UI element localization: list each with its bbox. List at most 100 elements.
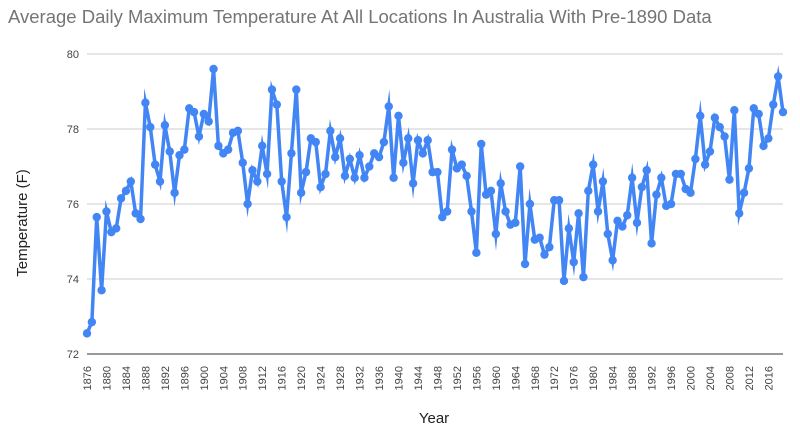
data-point [408, 179, 418, 188]
data-point [92, 212, 101, 222]
data-point [715, 122, 724, 132]
data-point [102, 207, 111, 216]
data-point [613, 216, 622, 226]
data-point [773, 72, 783, 81]
data-point [87, 317, 97, 327]
chart-title: Average Daily Maximum Temperature At All… [8, 6, 712, 27]
data-point [423, 136, 432, 145]
data-point [676, 169, 685, 179]
data-point [258, 141, 267, 151]
data-point [457, 160, 466, 169]
data-point [778, 107, 788, 117]
data-point [433, 167, 442, 177]
x-tick-label: 1996 [666, 366, 678, 390]
data-point [564, 224, 574, 233]
x-tick-label: 1980 [588, 366, 600, 390]
data-point [394, 111, 403, 121]
x-tick-label: 2012 [744, 366, 756, 390]
data-point [146, 122, 155, 132]
y-tick-label: 74 [67, 274, 79, 286]
data-point [554, 196, 564, 205]
data-point [214, 141, 223, 151]
x-tick-label: 1904 [218, 366, 230, 390]
x-axis-title: Year [419, 410, 449, 427]
data-point [350, 173, 359, 182]
data-point [389, 173, 398, 182]
data-point [262, 169, 272, 179]
data-point [574, 209, 583, 218]
data-point [136, 214, 145, 224]
data-point [603, 229, 612, 239]
x-tick-label: 1884 [121, 366, 133, 390]
data-point [238, 158, 247, 167]
data-point [540, 250, 549, 259]
x-tick-label: 1892 [160, 366, 172, 390]
x-tick-label: 1916 [277, 366, 289, 390]
data-point [209, 64, 218, 74]
data-point [189, 107, 199, 117]
axes: 72 74 76 78 80 1876 1880 1884 1888 1892 1896 1900 19… [67, 49, 776, 390]
data-point [311, 137, 320, 147]
x-tick-label: 1988 [627, 366, 639, 390]
data-point [131, 209, 140, 218]
x-tick-label: 1960 [491, 366, 503, 390]
x-tick-label: 2000 [686, 366, 698, 390]
data-point [253, 177, 262, 186]
x-tick-label: 1948 [432, 366, 444, 390]
data-point [491, 229, 501, 239]
data-point [97, 286, 106, 295]
data-point [730, 106, 739, 115]
data-point [199, 109, 209, 119]
x-tick-label: 1880 [101, 366, 113, 390]
data-point [535, 233, 544, 242]
data-point [637, 182, 647, 192]
data-point [598, 177, 608, 186]
x-tick-label: 1968 [530, 366, 542, 390]
data-point [418, 149, 428, 158]
data-point [248, 166, 257, 175]
data-point [559, 276, 569, 286]
data-point [486, 186, 496, 196]
x-tick-label: 1896 [179, 366, 191, 390]
data-point [384, 102, 393, 111]
data-point [82, 329, 92, 338]
x-tick-label: 1984 [608, 366, 620, 390]
gridlines [87, 53, 783, 355]
data-point [287, 149, 296, 158]
x-tick-label: 1876 [82, 366, 94, 390]
data-point [155, 177, 165, 186]
x-tick-label: 1972 [549, 366, 561, 390]
x-tick-label: 1888 [140, 366, 152, 390]
data-point [150, 160, 160, 169]
data-point [579, 272, 588, 282]
data-point [511, 218, 520, 227]
data-point [175, 151, 184, 160]
data-point [267, 85, 277, 94]
data-point [321, 169, 330, 179]
y-tick-label: 80 [67, 49, 79, 61]
data-point [360, 173, 369, 182]
data-point [588, 160, 598, 169]
x-tick-label: 2004 [705, 366, 717, 390]
data-point [355, 151, 364, 160]
data-point [194, 132, 204, 141]
data-point [413, 136, 423, 145]
x-tick-label: 1936 [374, 366, 386, 390]
data-point [340, 171, 350, 181]
data-point [447, 145, 457, 154]
data-point [691, 154, 700, 164]
data-point [399, 158, 408, 167]
data-point [316, 182, 325, 192]
data-point [749, 104, 758, 113]
data-point [642, 166, 651, 175]
data-point [734, 209, 744, 218]
y-tick-label: 76 [67, 199, 79, 211]
data-point [326, 126, 335, 136]
y-tick-label: 72 [67, 349, 79, 361]
data-point [121, 186, 131, 196]
data-point [365, 162, 374, 171]
data-point [204, 117, 213, 126]
x-tick-label: 2008 [724, 366, 736, 390]
data-point [525, 199, 535, 209]
